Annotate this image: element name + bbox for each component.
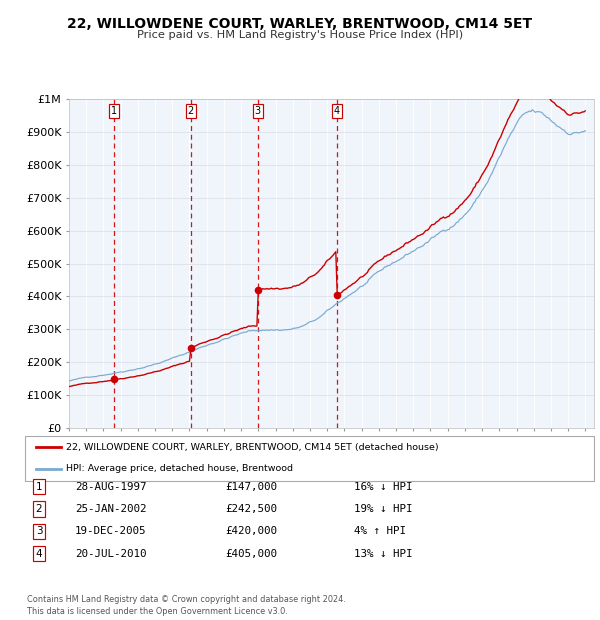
Text: 20-JUL-2010: 20-JUL-2010 [75,549,146,559]
Text: 22, WILLOWDENE COURT, WARLEY, BRENTWOOD, CM14 5ET: 22, WILLOWDENE COURT, WARLEY, BRENTWOOD,… [67,17,533,32]
Text: 3: 3 [254,106,261,116]
Text: £147,000: £147,000 [225,482,277,492]
Text: 4: 4 [35,549,43,559]
Text: 4: 4 [334,106,340,116]
Text: 1: 1 [35,482,43,492]
Text: 28-AUG-1997: 28-AUG-1997 [75,482,146,492]
Text: Contains HM Land Registry data © Crown copyright and database right 2024.
This d: Contains HM Land Registry data © Crown c… [27,595,346,616]
Text: 16% ↓ HPI: 16% ↓ HPI [354,482,413,492]
Text: 25-JAN-2002: 25-JAN-2002 [75,504,146,514]
Text: £242,500: £242,500 [225,504,277,514]
Text: 19% ↓ HPI: 19% ↓ HPI [354,504,413,514]
Text: 1: 1 [112,106,118,116]
Text: 13% ↓ HPI: 13% ↓ HPI [354,549,413,559]
Text: Price paid vs. HM Land Registry's House Price Index (HPI): Price paid vs. HM Land Registry's House … [137,30,463,40]
Text: 2: 2 [35,504,43,514]
Text: 2: 2 [188,106,194,116]
Text: £420,000: £420,000 [225,526,277,536]
Text: 3: 3 [35,526,43,536]
Text: 19-DEC-2005: 19-DEC-2005 [75,526,146,536]
Text: 22, WILLOWDENE COURT, WARLEY, BRENTWOOD, CM14 5ET (detached house): 22, WILLOWDENE COURT, WARLEY, BRENTWOOD,… [66,443,439,452]
Text: HPI: Average price, detached house, Brentwood: HPI: Average price, detached house, Bren… [66,464,293,474]
Text: £405,000: £405,000 [225,549,277,559]
Text: 4% ↑ HPI: 4% ↑ HPI [354,526,406,536]
